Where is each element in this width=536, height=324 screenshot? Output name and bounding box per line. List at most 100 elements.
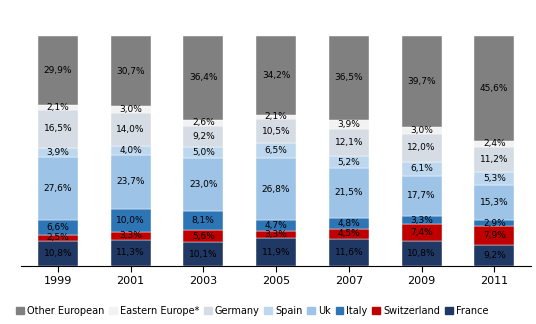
- Text: 7,9%: 7,9%: [483, 231, 505, 240]
- Bar: [474, 220, 514, 226]
- Bar: [329, 168, 369, 218]
- Text: 2,4%: 2,4%: [483, 139, 505, 148]
- Bar: [329, 36, 369, 120]
- Bar: [183, 211, 224, 230]
- Text: 5,6%: 5,6%: [192, 232, 215, 240]
- Bar: [256, 36, 296, 114]
- Text: 26,8%: 26,8%: [262, 185, 291, 194]
- Bar: [38, 36, 78, 105]
- Bar: [256, 158, 296, 220]
- Bar: [38, 235, 78, 241]
- Text: 2,1%: 2,1%: [47, 103, 69, 112]
- Bar: [329, 229, 369, 239]
- Bar: [401, 134, 442, 162]
- Text: 29,9%: 29,9%: [43, 66, 72, 75]
- Bar: [256, 231, 296, 238]
- Text: 3,9%: 3,9%: [337, 120, 360, 129]
- Text: 11,6%: 11,6%: [334, 248, 363, 257]
- Bar: [38, 105, 78, 110]
- Bar: [256, 114, 296, 119]
- Bar: [329, 218, 369, 229]
- Text: 4,5%: 4,5%: [337, 229, 360, 238]
- Bar: [256, 220, 296, 231]
- Text: 30,7%: 30,7%: [116, 67, 145, 76]
- Text: 3,9%: 3,9%: [47, 147, 69, 156]
- Text: 4,0%: 4,0%: [119, 145, 142, 155]
- Text: 3,3%: 3,3%: [119, 231, 142, 240]
- Bar: [110, 155, 151, 209]
- Text: 10,1%: 10,1%: [189, 249, 218, 259]
- Bar: [401, 127, 442, 134]
- Bar: [474, 245, 514, 266]
- Bar: [401, 162, 442, 176]
- Text: 3,3%: 3,3%: [410, 215, 433, 225]
- Bar: [474, 172, 514, 185]
- Text: 5,0%: 5,0%: [192, 148, 215, 157]
- Text: 6,1%: 6,1%: [410, 164, 433, 173]
- Bar: [110, 107, 151, 113]
- Text: 45,6%: 45,6%: [480, 84, 509, 93]
- Bar: [474, 36, 514, 141]
- Text: 6,6%: 6,6%: [47, 223, 69, 232]
- Bar: [401, 224, 442, 241]
- Bar: [401, 216, 442, 224]
- Bar: [256, 119, 296, 144]
- Text: 10,8%: 10,8%: [407, 249, 436, 258]
- Text: 2,9%: 2,9%: [483, 219, 505, 227]
- Bar: [110, 36, 151, 107]
- Bar: [474, 141, 514, 147]
- Bar: [183, 36, 224, 120]
- Text: 11,2%: 11,2%: [480, 155, 509, 164]
- Bar: [401, 241, 442, 266]
- Bar: [474, 185, 514, 220]
- Text: 3,3%: 3,3%: [265, 230, 287, 239]
- Text: 4,7%: 4,7%: [265, 221, 287, 230]
- Text: 9,2%: 9,2%: [483, 250, 505, 260]
- Text: 17,7%: 17,7%: [407, 191, 436, 201]
- Bar: [110, 232, 151, 240]
- Text: 10,5%: 10,5%: [262, 127, 291, 136]
- Bar: [183, 125, 224, 147]
- Bar: [38, 241, 78, 266]
- Bar: [329, 120, 369, 129]
- Text: 36,5%: 36,5%: [334, 73, 363, 82]
- Bar: [183, 120, 224, 125]
- Bar: [110, 240, 151, 266]
- Bar: [110, 113, 151, 145]
- Bar: [256, 238, 296, 266]
- Text: 6,5%: 6,5%: [265, 146, 287, 156]
- Bar: [183, 242, 224, 266]
- Text: 23,0%: 23,0%: [189, 180, 218, 189]
- Text: 3,0%: 3,0%: [119, 105, 142, 114]
- Text: 10,8%: 10,8%: [43, 249, 72, 258]
- Bar: [474, 147, 514, 172]
- Bar: [110, 209, 151, 232]
- Text: 21,5%: 21,5%: [334, 189, 363, 197]
- Bar: [38, 148, 78, 156]
- Bar: [183, 230, 224, 242]
- Text: 15,3%: 15,3%: [480, 198, 509, 207]
- Text: 16,5%: 16,5%: [43, 124, 72, 133]
- Text: 12,1%: 12,1%: [334, 138, 363, 147]
- Text: 12,0%: 12,0%: [407, 143, 436, 152]
- Bar: [329, 156, 369, 168]
- Bar: [183, 147, 224, 158]
- Text: 3,0%: 3,0%: [410, 126, 433, 135]
- Bar: [401, 36, 442, 127]
- Legend: Other European, Eastern Europe*, Germany, Spain, Uk, Italy, Switzerland, France: Other European, Eastern Europe*, Germany…: [16, 306, 488, 316]
- Text: 7,4%: 7,4%: [410, 228, 433, 237]
- Text: 10,0%: 10,0%: [116, 216, 145, 225]
- Bar: [256, 144, 296, 158]
- Bar: [38, 220, 78, 235]
- Text: 11,3%: 11,3%: [116, 248, 145, 257]
- Text: 36,4%: 36,4%: [189, 73, 218, 82]
- Text: 9,2%: 9,2%: [192, 132, 215, 141]
- Bar: [401, 176, 442, 216]
- Text: 5,2%: 5,2%: [337, 158, 360, 167]
- Text: 39,7%: 39,7%: [407, 77, 436, 86]
- Bar: [38, 156, 78, 220]
- Bar: [329, 239, 369, 266]
- Text: 14,0%: 14,0%: [116, 125, 145, 134]
- Text: 5,3%: 5,3%: [483, 174, 505, 183]
- Bar: [110, 145, 151, 155]
